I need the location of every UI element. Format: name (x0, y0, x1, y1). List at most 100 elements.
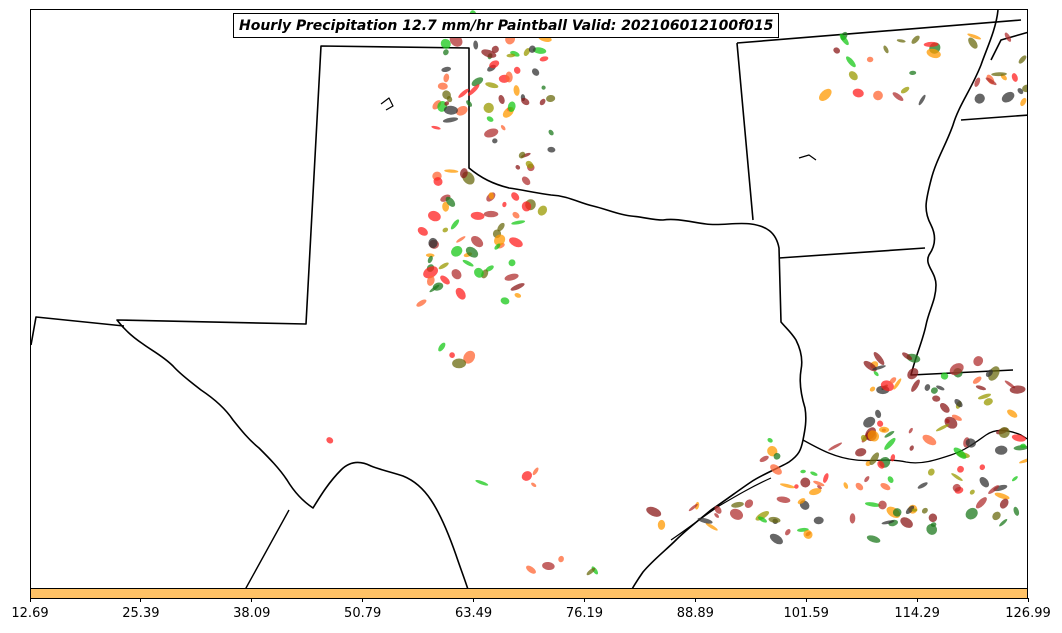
paintball-blob (985, 369, 993, 377)
paintball-blob (523, 47, 531, 57)
paintball-blob (427, 255, 433, 264)
paintball-blob (883, 45, 889, 54)
paintball-blob (865, 461, 871, 467)
paintball-blob (866, 56, 874, 63)
colorbar-tick-label: 25.39 (122, 606, 160, 621)
paintball-blob (767, 438, 773, 443)
paintball-blob (930, 387, 938, 394)
paintball-blob (541, 85, 546, 90)
paintball-blob (426, 275, 435, 286)
paintball-blob (504, 273, 519, 281)
paintball-blob (1001, 91, 1015, 103)
paintball-blob (729, 508, 744, 520)
paintball-blob (769, 533, 783, 545)
paintball-blob (893, 378, 902, 390)
paintball-blob (995, 445, 1008, 455)
paintball-blob (494, 234, 506, 246)
tennessee-border (960, 114, 1027, 121)
paintball-blob (800, 469, 806, 474)
paintball-blob (458, 88, 469, 98)
paintball-blob (491, 45, 499, 54)
paintball-blob (917, 482, 928, 489)
paintball-blob (443, 73, 450, 83)
paintball-blob (794, 484, 799, 489)
paintball-blob (849, 513, 856, 524)
paintball-blob (456, 105, 468, 116)
paintball-blob (1022, 84, 1027, 93)
paintball-blob (949, 363, 964, 376)
paintball-blob (872, 365, 886, 371)
paintball-blob (890, 454, 896, 462)
paintball-blob (547, 146, 556, 153)
paintball-blob (758, 516, 767, 523)
paintball-blob (532, 47, 547, 54)
paintball-blob (939, 403, 950, 413)
paintball-blob (521, 471, 533, 481)
colorbar (30, 588, 1028, 599)
paintball-blob (429, 284, 440, 293)
paintball-blob (423, 266, 439, 279)
paintball-blob (440, 275, 450, 285)
paintball-blob (486, 116, 494, 122)
colorbar-tick-mark (140, 598, 142, 602)
paintball-blob (892, 508, 902, 517)
paintball-blob (744, 499, 754, 508)
paintball-blob (803, 529, 813, 539)
paintball-blob (896, 39, 906, 43)
paintball-blob (892, 92, 904, 101)
paintball-blob (923, 41, 939, 47)
paintball-blob (510, 283, 525, 291)
paintball-blob (1020, 97, 1027, 107)
paintball-blob (873, 352, 885, 365)
paintball-blob (930, 522, 937, 527)
paintball-blob (492, 138, 498, 144)
colorbar-tick-label: 88.89 (676, 606, 714, 621)
paintball-blob (445, 196, 456, 207)
precipitation-paintballs (326, 10, 1027, 576)
paintball-blob (470, 211, 485, 220)
paintball-blob (657, 519, 666, 530)
colorbar-ticks: 12.69 25.39 38.09 50.79 63.49 76.19 88.89 101.5… (0, 598, 1062, 633)
paintball-blob (456, 236, 466, 243)
paintball-blob (992, 511, 1001, 521)
paintball-blob (688, 503, 698, 512)
paintball-blob (500, 297, 510, 305)
paintball-blob (416, 299, 427, 307)
paintball-blob (817, 485, 822, 490)
paintball-blob (848, 71, 858, 81)
paintball-blob (484, 128, 499, 138)
paintball-blob (441, 66, 452, 73)
paintball-blob (975, 385, 986, 391)
paintball-blob (1011, 476, 1018, 482)
paintball-blob (839, 33, 849, 46)
paintball-blob (911, 35, 920, 44)
paintball-blob (500, 125, 506, 131)
paintball-blob (884, 437, 896, 450)
paintball-blob (460, 168, 468, 179)
paintball-blob (474, 267, 484, 278)
paintball-blob (539, 56, 549, 62)
paintball-blob (451, 246, 463, 257)
paintball-blob (450, 219, 460, 230)
paintball-blob (967, 33, 982, 40)
paintball-blob (489, 60, 500, 69)
paintball-blob (843, 482, 849, 489)
paintball-blob (494, 243, 501, 250)
paintball-blob (1013, 506, 1020, 516)
paintball-blob (957, 465, 964, 473)
paintball-blob (905, 505, 915, 515)
paintball-blob (1007, 409, 1018, 418)
paintball-blob (877, 460, 885, 469)
paintball-blob (993, 484, 1008, 492)
paintball-blob (473, 40, 479, 50)
paintball-blob (889, 377, 897, 384)
paintball-blob (819, 88, 832, 101)
paintball-blob (466, 100, 473, 107)
paintball-blob (443, 49, 449, 56)
paintball-blob (924, 384, 931, 391)
paintball-blob (442, 227, 449, 233)
paintball-blob (983, 398, 993, 406)
paintball-blob (537, 205, 548, 216)
map-panel (30, 9, 1028, 598)
paintball-blob (471, 235, 484, 248)
